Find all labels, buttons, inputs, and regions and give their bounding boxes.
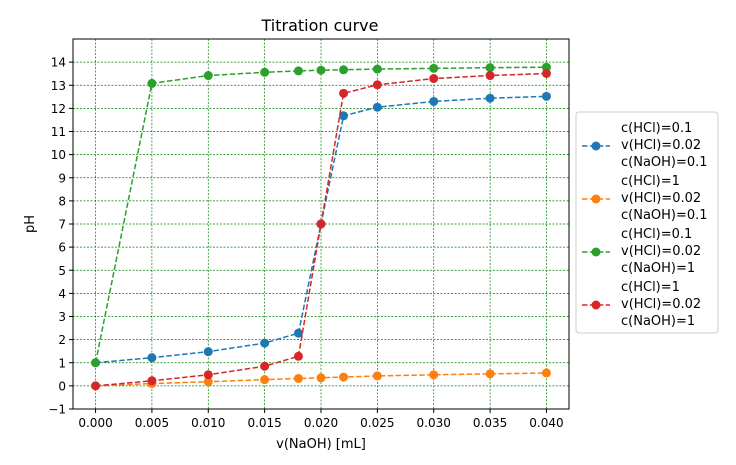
legend-label-line: c(HCl)=1: [621, 280, 680, 295]
legend-entry: c(HCl)=0.1 v(HCl)=0.02 c(NaOH)=0.1: [582, 121, 708, 170]
data-point: [485, 63, 495, 73]
y-tick-label: 14: [51, 56, 66, 70]
data-point: [429, 96, 439, 106]
chart-title: Titration curve: [261, 16, 379, 35]
data-point: [260, 67, 270, 77]
legend-marker: [591, 194, 601, 204]
y-tick-label: 10: [51, 148, 66, 162]
x-tick-label: 0.040: [529, 416, 563, 430]
y-tick-label: 0: [58, 379, 66, 393]
y-tick-label: 6: [58, 241, 66, 255]
y-tick-label: 4: [58, 287, 66, 301]
legend: c(HCl)=0.1v(HCl)=0.02c(NaOH)=0.1c(HCl)=1…: [575, 111, 719, 334]
data-point: [260, 361, 270, 371]
y-tick-label: 12: [51, 102, 66, 116]
data-point: [260, 375, 270, 385]
legend-label-line: c(HCl)=1: [621, 174, 680, 189]
y-tick-label: −1: [48, 403, 66, 417]
data-point: [339, 88, 349, 98]
data-point: [203, 347, 213, 357]
series-4: [91, 68, 551, 391]
data-point: [147, 78, 157, 88]
x-tick-label: 0.005: [135, 416, 169, 430]
y-tick-label: 3: [58, 310, 66, 324]
x-tick-label: 0.020: [304, 416, 338, 430]
data-point: [339, 65, 349, 75]
legend-label-line: v(HCl)=0.02: [621, 191, 701, 206]
legend-label-line: v(HCl)=0.02: [621, 297, 701, 312]
x-axis: 0.000 0.005 0.010 0.015 0.020 0.025 0.030 0.035…: [78, 409, 564, 430]
data-point: [372, 371, 382, 381]
data-point: [339, 111, 349, 121]
legend-label-line: v(HCl)=0.02: [621, 138, 701, 153]
x-axis-label: v(NaOH) [mL]: [276, 437, 366, 452]
data-point: [293, 351, 303, 361]
y-tick-label: 7: [58, 218, 66, 232]
x-tick-label: 0.025: [360, 416, 394, 430]
x-tick-label: 0.000: [78, 416, 112, 430]
data-point: [339, 372, 349, 382]
data-point: [203, 370, 213, 380]
legend-marker: [591, 141, 601, 151]
data-point: [293, 328, 303, 338]
y-tick-label: 1: [58, 356, 66, 370]
legend-marker: [591, 300, 601, 310]
y-tick-label: 11: [51, 125, 66, 139]
legend-label-line: v(HCl)=0.02: [621, 244, 701, 259]
data-point: [147, 376, 157, 386]
legend-label-line: c(HCl)=0.1: [621, 121, 692, 136]
y-axis-label: pH: [23, 215, 38, 233]
y-tick-label: 9: [58, 171, 66, 185]
legend-entry: c(HCl)=0.1 v(HCl)=0.02 c(NaOH)=1: [582, 227, 701, 276]
data-point: [485, 369, 495, 379]
legend-entry: c(HCl)=1 v(HCl)=0.02 c(NaOH)=0.1: [582, 174, 708, 223]
legend-label-line: c(NaOH)=0.1: [621, 155, 708, 170]
data-point: [485, 71, 495, 81]
data-point: [147, 353, 157, 363]
data-point: [372, 80, 382, 90]
data-point: [316, 373, 326, 383]
data-point: [541, 68, 551, 78]
legend-label-line: c(HCl)=0.1: [621, 227, 692, 242]
data-point: [372, 64, 382, 74]
x-tick-label: 0.015: [247, 416, 281, 430]
legend-entry: c(HCl)=1 v(HCl)=0.02 c(NaOH)=1: [582, 280, 701, 329]
y-tick-label: 13: [51, 79, 66, 93]
data-point: [541, 62, 551, 72]
data-point: [203, 377, 213, 387]
series-layer: [91, 62, 551, 391]
data-point: [429, 370, 439, 380]
data-point: [316, 65, 326, 75]
data-point: [260, 338, 270, 348]
data-point: [429, 63, 439, 73]
y-tick-label: 2: [58, 333, 66, 347]
data-point: [485, 93, 495, 103]
series-3: [91, 62, 551, 368]
data-point: [203, 71, 213, 81]
data-point: [372, 102, 382, 112]
data-point: [316, 219, 326, 229]
y-tick-label: 8: [58, 194, 66, 208]
data-point: [293, 66, 303, 76]
data-point: [91, 358, 101, 368]
x-tick-label: 0.035: [473, 416, 507, 430]
data-point: [91, 381, 101, 391]
data-point: [541, 91, 551, 101]
y-tick-label: 5: [58, 264, 66, 278]
data-point: [541, 368, 551, 378]
data-point: [293, 373, 303, 383]
data-point: [429, 74, 439, 84]
x-tick-label: 0.030: [417, 416, 451, 430]
legend-marker: [591, 247, 601, 257]
legend-label-line: c(NaOH)=1: [621, 314, 695, 329]
x-tick-label: 0.010: [191, 416, 225, 430]
legend-label-line: c(NaOH)=0.1: [621, 208, 708, 223]
legend-label-line: c(NaOH)=1: [621, 261, 695, 276]
legend-box: [575, 111, 719, 334]
